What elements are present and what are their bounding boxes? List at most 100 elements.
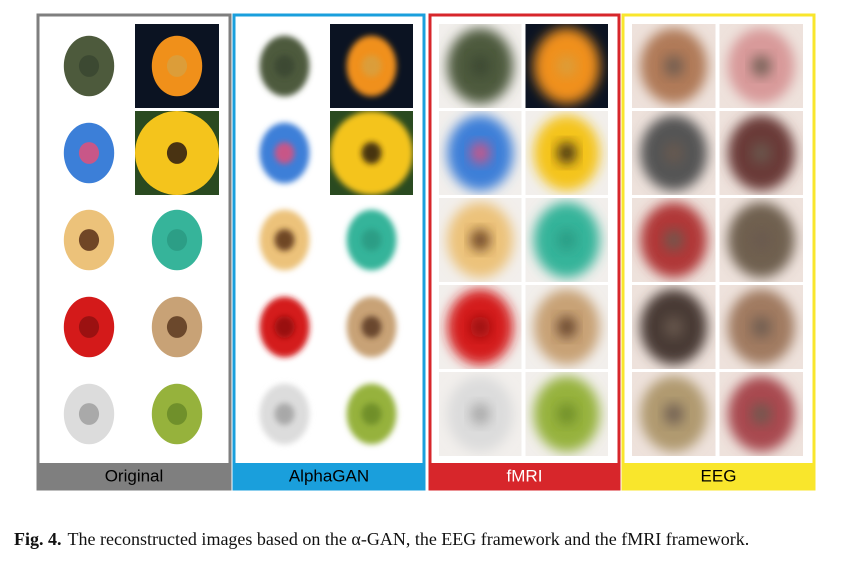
image-content [632,24,716,108]
object-detail [470,403,491,425]
object-detail [274,403,295,425]
image [47,24,131,108]
image [135,372,219,456]
image-content [439,111,522,195]
object-detail [78,55,100,77]
image [330,111,413,195]
object-detail [556,55,577,77]
image-content [135,285,219,369]
image-content [719,198,803,282]
caption: Fig. 4. The reconstructed images based on… [14,527,850,551]
image [330,285,413,369]
image [135,24,219,108]
image [719,24,803,108]
label-bar [621,463,816,490]
image-content [330,24,413,108]
object-detail [556,229,577,251]
object-detail [361,403,382,425]
panel-label: AlphaGAN [289,466,369,485]
image-content [47,372,131,456]
image [525,198,608,282]
image [243,111,326,195]
image [525,24,608,108]
object-detail [470,55,491,77]
image [439,111,522,195]
object-detail [361,316,382,338]
image [525,111,608,195]
image-content [243,285,326,369]
caption-text: The reconstructed images based on the α-… [67,529,750,549]
image [243,24,326,108]
object-detail [274,316,295,338]
image-content [439,285,522,369]
image [135,198,219,282]
image [632,111,716,195]
image [243,198,326,282]
object-detail [361,229,382,251]
image [719,285,803,369]
object-detail [663,55,684,77]
image-content [439,198,522,282]
object-detail [78,142,100,164]
image [135,111,219,195]
image-content [330,111,413,195]
label-bar [428,463,621,490]
object-detail [470,142,491,164]
image [439,285,522,369]
image [632,24,716,108]
image-content [525,198,608,282]
image-content [243,372,326,456]
image-content [719,24,803,108]
image-content [439,372,522,456]
object-detail [556,316,577,338]
object-detail [78,229,100,251]
image [243,372,326,456]
panel-label: EEG [701,466,737,485]
object-detail [361,55,382,77]
image-content [47,111,131,195]
object-detail [663,316,684,338]
image-content [632,111,716,195]
image-content [439,24,522,108]
label-bar [232,463,426,490]
object-detail [274,142,295,164]
image [719,111,803,195]
object-detail [556,142,577,164]
object-detail [274,55,295,77]
object-detail [751,229,772,251]
object-detail [166,142,188,164]
image-content [330,198,413,282]
object-detail [166,55,188,77]
image-content [135,111,219,195]
image-content [525,111,608,195]
object-detail [470,229,491,251]
image-content [525,24,608,108]
image [330,198,413,282]
image-content [632,372,716,456]
image [525,372,608,456]
image-content [135,372,219,456]
object-detail [166,229,188,251]
image-content [525,372,608,456]
image-content [719,372,803,456]
image [135,285,219,369]
image [439,372,522,456]
image [330,24,413,108]
object-detail [274,229,295,251]
figure: Original AlphaGAN fMRI EEG [36,13,816,491]
image [47,372,131,456]
image-content [719,285,803,369]
object-detail [751,142,772,164]
image [47,198,131,282]
object-detail [78,316,100,338]
image [47,285,131,369]
image [439,198,522,282]
panel-label: Original [105,466,164,485]
image-content [47,24,131,108]
image-content [719,111,803,195]
image-content [632,285,716,369]
object-detail [556,403,577,425]
object-detail [751,403,772,425]
image [719,372,803,456]
object-detail [166,403,188,425]
